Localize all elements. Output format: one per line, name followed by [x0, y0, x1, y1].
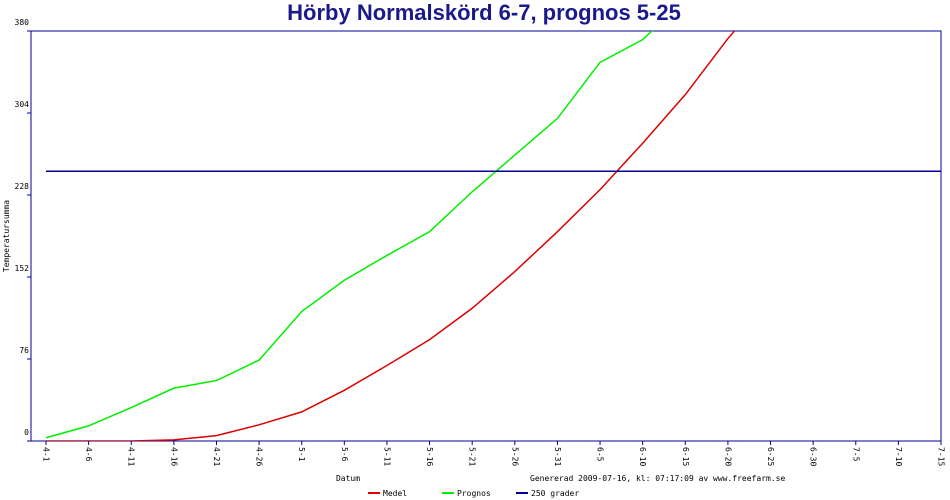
x-tick-label: 6-10 [638, 447, 647, 466]
x-tick-label: 6-20 [723, 447, 732, 466]
x-tick-label: 4-16 [169, 447, 178, 466]
series-line [45, 31, 653, 439]
y-tick-label: 152 [15, 264, 30, 273]
x-tick-label: 4-1 [42, 447, 51, 462]
y-tick-label: 0 [24, 428, 29, 437]
x-tick-label: 7-15 [937, 447, 946, 466]
x-tick-label: 5-6 [340, 447, 349, 462]
x-tick-label: 6-5 [596, 447, 605, 462]
x-tick-label: 4-26 [255, 447, 264, 466]
x-axis-label: Datum [336, 474, 360, 483]
plot-area [30, 30, 942, 442]
x-tick-label: 7-5 [851, 447, 860, 462]
x-tick-label: 5-16 [425, 447, 434, 466]
y-tick-label: 76 [19, 346, 29, 355]
x-tick-label: 5-11 [382, 447, 391, 466]
x-tick-label: 4-6 [84, 447, 93, 462]
series-line [46, 31, 736, 441]
x-tick-label: 5-31 [553, 447, 562, 466]
y-tick-label: 304 [15, 100, 30, 109]
x-tick-label: 6-15 [681, 447, 690, 466]
x-tick-label: 5-21 [468, 447, 477, 466]
x-tick-label: 4-21 [212, 447, 221, 466]
x-tick-label: 7-10 [894, 447, 903, 466]
x-tick-label: 4-11 [127, 447, 136, 466]
legend-label: 250 grader [531, 489, 579, 498]
annotation: Genererad 2009-07-16, kl: 07:17:09 av ww… [530, 474, 785, 483]
x-tick-label: 5-26 [510, 447, 519, 466]
legend-label: Prognos [457, 489, 491, 498]
lines [45, 31, 941, 441]
y-axis-label: Temperatursumma [2, 200, 11, 272]
x-tick-label: 6-30 [809, 447, 818, 466]
chart-title: Hörby Normalskörd 6-7, prognos 5-25 [287, 0, 681, 25]
y-tick-label: 228 [15, 182, 30, 191]
legend-label: Medel [383, 489, 407, 498]
x-tick-label: 5-1 [297, 447, 306, 462]
y-tick-label: 380 [15, 18, 30, 27]
x-tick-label: 6-25 [766, 447, 775, 466]
